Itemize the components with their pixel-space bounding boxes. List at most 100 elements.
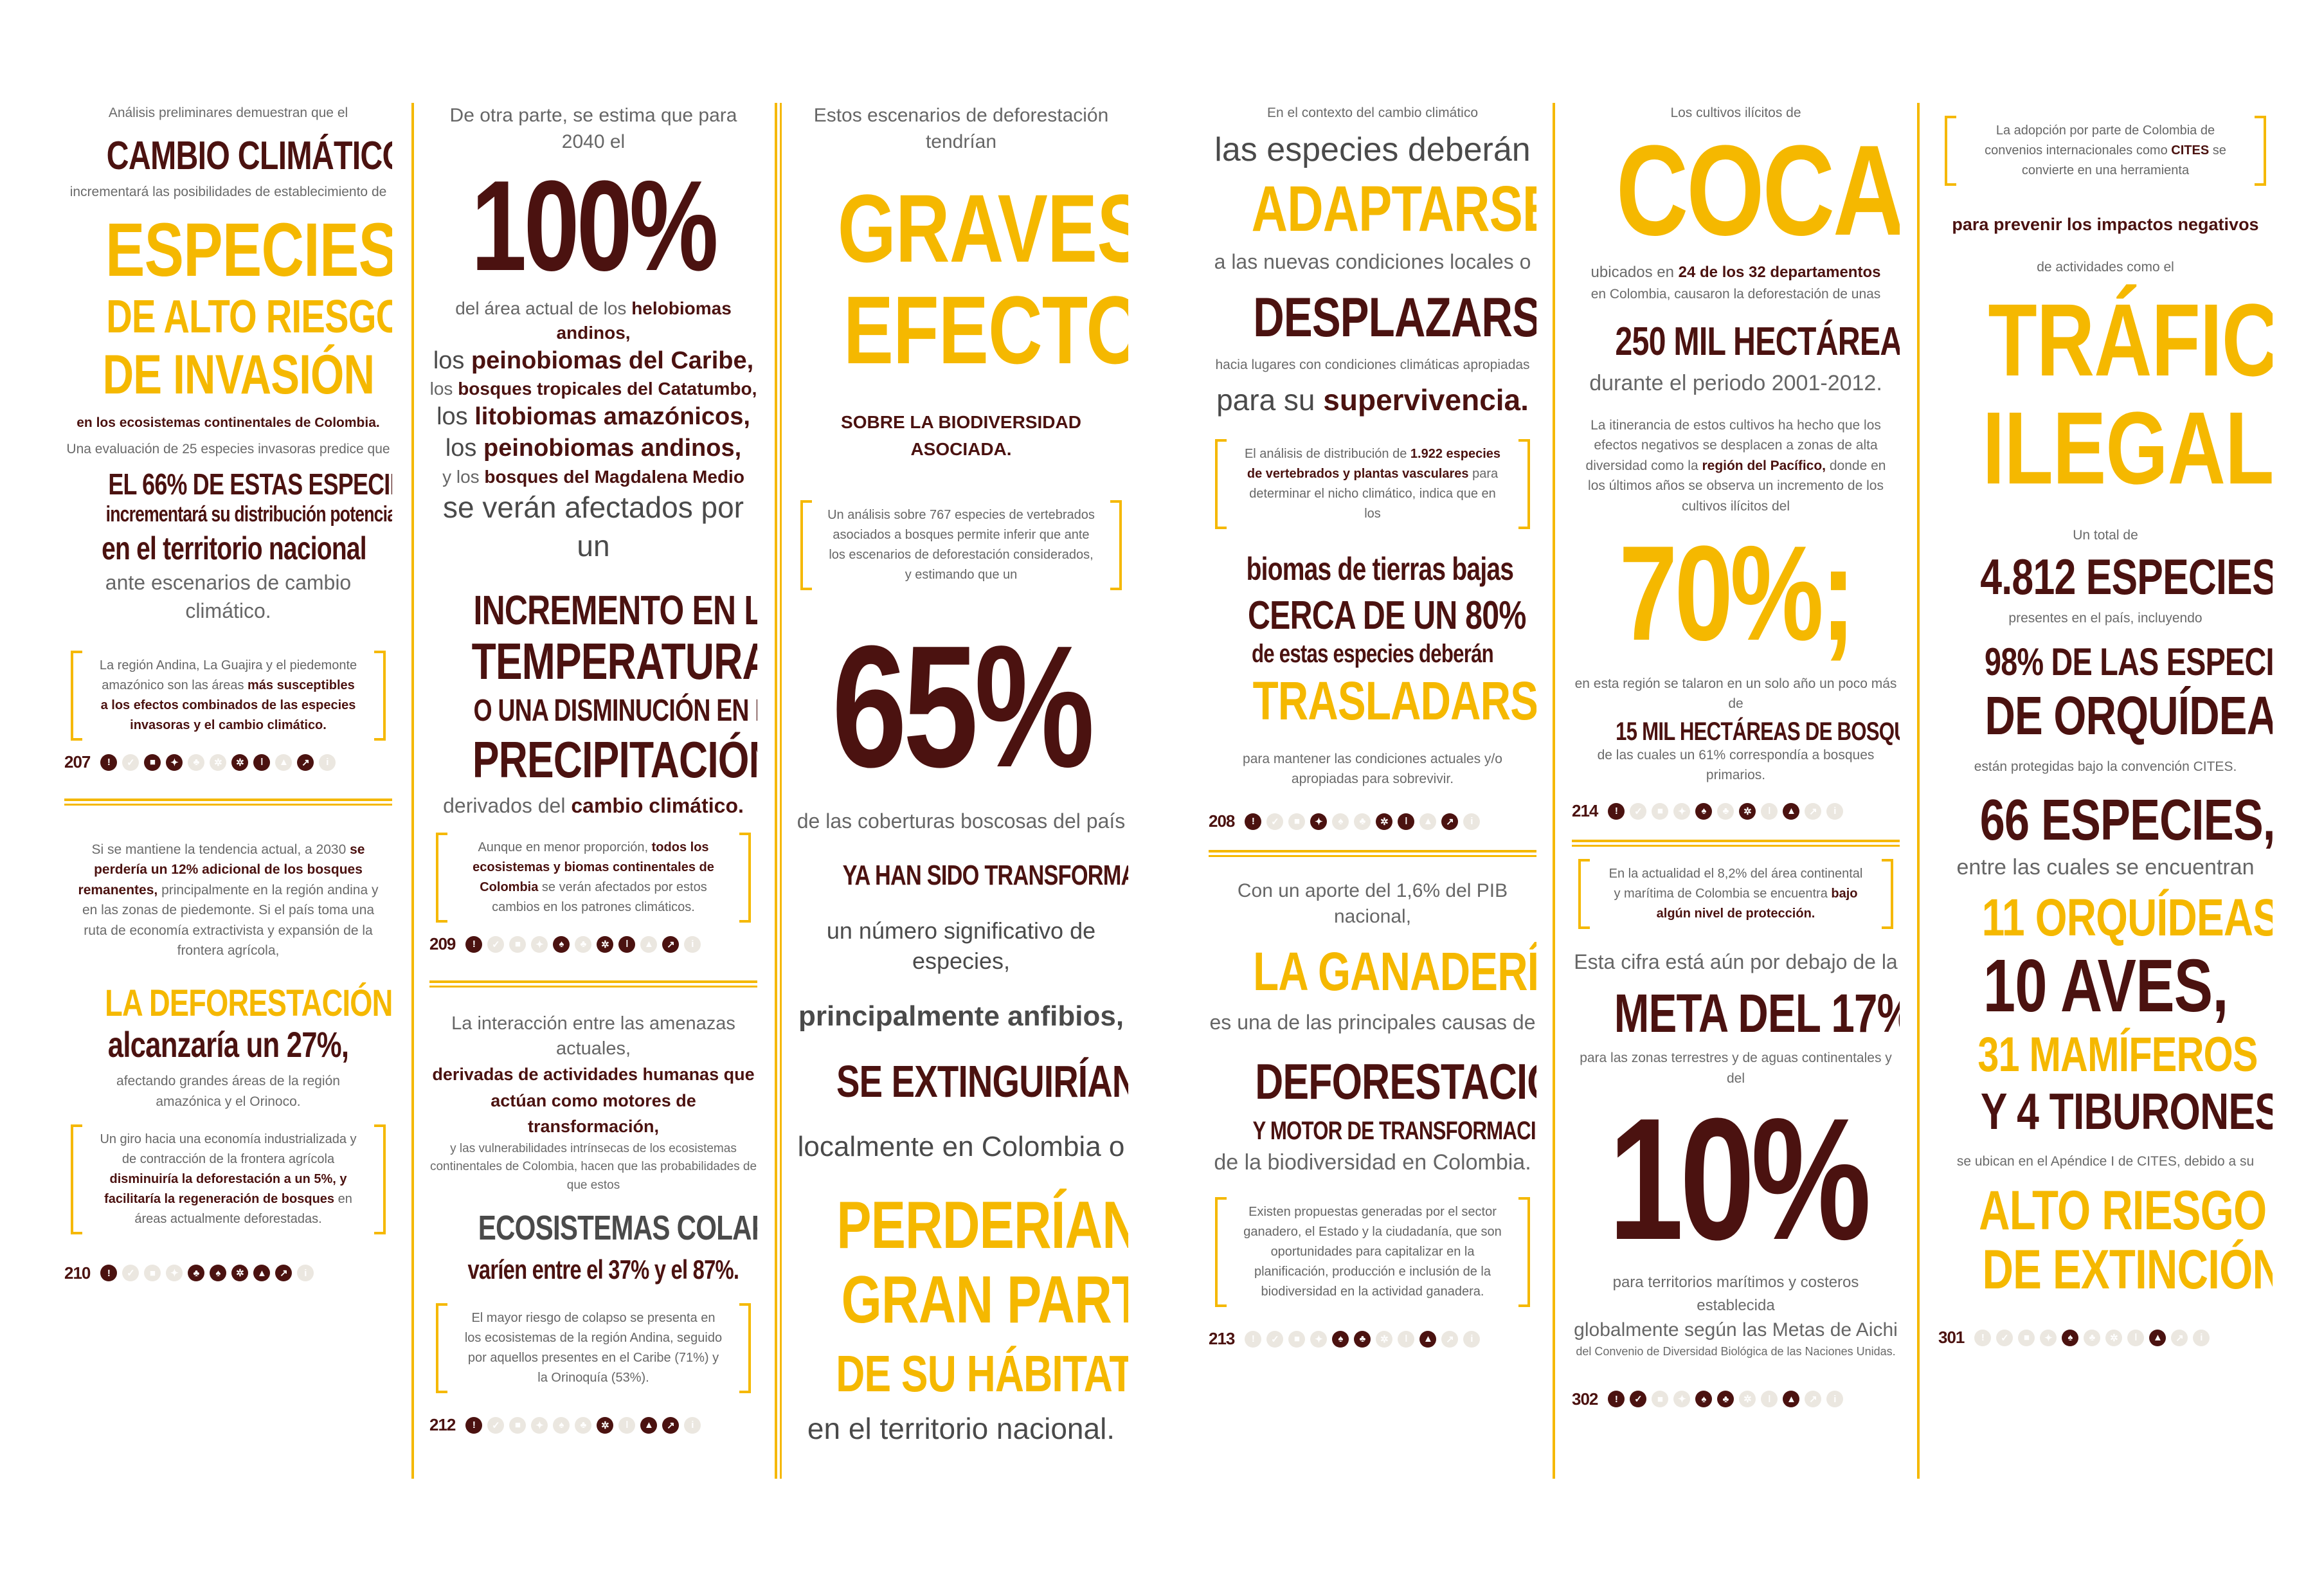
leaf-icon: ♣ xyxy=(575,1416,592,1434)
page-number: 213 xyxy=(1209,1329,1235,1349)
callout-box: El mayor riesgo de colapso se presenta e… xyxy=(436,1303,751,1393)
gear-icon: ✲ xyxy=(2105,1329,2123,1346)
tree-icon: ♠ xyxy=(553,1416,570,1434)
heading-biomas: biomas de tierras bajas xyxy=(1246,550,1514,587)
heading-65-percent: 65% xyxy=(831,610,1095,804)
square-icon: ■ xyxy=(1652,1391,1669,1408)
info-icon: i xyxy=(684,1416,701,1434)
leaf-icon: ♣ xyxy=(1354,1330,1371,1348)
thermometer-icon: ǀ xyxy=(253,753,271,771)
body-text: derivadas de actividades humanas que act… xyxy=(432,1065,755,1136)
body-text: de la biodiversidad en Colombia. xyxy=(1214,1150,1531,1175)
square-icon: ■ xyxy=(509,1416,527,1434)
square-icon: ■ xyxy=(1652,802,1669,820)
heading-trafico: TRÁFICO xyxy=(1988,282,2273,397)
alert-icon: ! xyxy=(1608,802,1625,820)
heading-invasion: DE INVASIÓN xyxy=(102,343,375,406)
body-text: los bosques tropicales del Catatumbo, xyxy=(429,378,757,399)
page-number: 209 xyxy=(429,934,456,954)
check-icon: ✓ xyxy=(1266,1330,1284,1348)
page-number: 212 xyxy=(429,1415,456,1435)
arrow-icon: ↗ xyxy=(2171,1329,2188,1346)
heading-gran-parte: GRAN PARTE xyxy=(841,1262,1128,1337)
heading-especies: ESPECIES xyxy=(105,208,392,293)
body-text: en los ecosistemas continentales de Colo… xyxy=(77,415,380,430)
gear-icon: ✲ xyxy=(1376,1330,1393,1348)
column-1: Análisis preliminares demuestran que el … xyxy=(64,103,392,1472)
heading-alto-riesgo: DE ALTO RIESGO xyxy=(106,291,392,343)
info-icon: i xyxy=(297,1265,314,1282)
alert-icon: ! xyxy=(100,1265,118,1282)
heading-coca: COCA, xyxy=(1616,118,1900,262)
body-text: se ubican en el Apéndice I de CITES, deb… xyxy=(1956,1153,2255,1169)
section-divider xyxy=(1209,849,1536,857)
alert-icon: ! xyxy=(1608,1391,1625,1408)
heading-adaptarse: ADAPTARSE xyxy=(1251,173,1536,246)
body-text: del área actual de los helobiomas andino… xyxy=(455,298,732,343)
divider xyxy=(1553,103,1555,1479)
fire-icon: ▲ xyxy=(640,935,658,953)
body-text: incrementará las posibilidades de establ… xyxy=(69,184,387,199)
gear-icon: ✲ xyxy=(597,935,614,953)
heading-11-orquideas: 11 ORQUÍDEAS, xyxy=(1981,888,2273,947)
page-footer: 213 ! ✓ ■ ✦ ♠ ♣ ✲ ǀ ▲ ↗ i xyxy=(1209,1326,1536,1352)
heading-temperatura: TEMPERATURA xyxy=(471,633,757,690)
gear-icon: ✲ xyxy=(1739,1391,1756,1408)
heading-100-percent: 100% xyxy=(471,154,719,298)
check-icon: ✓ xyxy=(487,935,505,953)
body-text: localmente en Colombia o xyxy=(797,1131,1125,1163)
heading-graves: GRAVES xyxy=(837,174,1128,282)
leaf-icon: ♣ xyxy=(1717,802,1734,820)
heading-66-percent: EL 66% DE ESTAS ESPECIES xyxy=(108,467,392,501)
divider xyxy=(411,103,414,1479)
fire-icon: ▲ xyxy=(275,753,293,771)
check-icon: ✓ xyxy=(122,753,140,771)
body-text: un número significativo de especies, xyxy=(826,917,1096,974)
body-text: para territorios marítimos y costeros es… xyxy=(1612,1273,1859,1314)
heading-4812: 4.812 ESPECIES xyxy=(1980,548,2273,605)
info-icon: i xyxy=(319,753,336,771)
info-icon: i xyxy=(2193,1329,2210,1346)
callout-box: Un giro hacia una economía industrializa… xyxy=(71,1124,386,1235)
heading-ecosistemas-colapsen: ECOSISTEMAS COLAPSEN xyxy=(478,1209,757,1247)
alert-icon: ! xyxy=(465,1416,483,1434)
body-text: globalmente según las Metas de Aichi xyxy=(1574,1319,1898,1340)
info-icon: i xyxy=(1826,802,1844,820)
body-text: entre las cuales se encuentran xyxy=(1956,855,2255,880)
heading-70-percent: 70%; xyxy=(1619,518,1855,669)
heading-orquideas: DE ORQUÍDEAS, xyxy=(1985,685,2273,746)
heading-66-especies: 66 ESPECIES, xyxy=(1979,788,2273,853)
check-icon: ✓ xyxy=(122,1265,140,1282)
tree-icon: ♠ xyxy=(1332,813,1349,830)
divider xyxy=(775,103,777,1479)
check-icon: ✓ xyxy=(1630,1391,1647,1408)
thermometer-icon: ǀ xyxy=(1398,813,1415,830)
body-text: se verán afectados por un xyxy=(443,491,744,563)
intro-text: Los cultivos ilícitos de xyxy=(1670,105,1801,120)
heading-habitat: DE SU HÁBITAT xyxy=(836,1344,1128,1402)
arrow-icon: ↗ xyxy=(1441,1330,1459,1348)
heading-27-percent: alcanzaría un 27%, xyxy=(107,1024,349,1065)
heading-distribucion: incrementará su distribución potencial xyxy=(105,502,392,527)
fire-icon: ▲ xyxy=(1419,1330,1437,1348)
divider xyxy=(780,103,782,1479)
square-icon: ■ xyxy=(144,1265,161,1282)
column-3: Estos escenarios de deforestación tendrí… xyxy=(794,103,1128,1472)
heading-desplazarse: DESPLAZARSE xyxy=(1253,287,1536,349)
heading-incremento: INCREMENTO EN LA xyxy=(473,586,757,633)
body-text: de las cuales un 61% correspondía a bosq… xyxy=(1597,747,1875,783)
callout-box: Existen propuestas generadas por el sect… xyxy=(1215,1196,1530,1307)
info-icon: i xyxy=(1463,1330,1481,1348)
page-footer: 209 ! ✓ ■ ✦ ♠ ♣ ✲ ǀ ▲ ↗ i xyxy=(429,932,757,957)
butterfly-icon: ✦ xyxy=(1310,1330,1328,1348)
gear-icon: ✲ xyxy=(1376,813,1393,830)
heading-trasladarse: TRASLADARSE xyxy=(1252,671,1536,732)
square-icon: ■ xyxy=(1288,813,1306,830)
tree-icon: ♠ xyxy=(1695,1391,1713,1408)
callout-box: En la actualidad el 8,2% del área contin… xyxy=(1578,858,1893,929)
arrow-icon: ↗ xyxy=(662,1416,680,1434)
heading-territorio: en el territorio nacional xyxy=(102,530,367,566)
fire-icon: ▲ xyxy=(253,1265,271,1282)
thermometer-icon: ǀ xyxy=(618,935,636,953)
arrow-icon: ↗ xyxy=(1441,813,1459,830)
